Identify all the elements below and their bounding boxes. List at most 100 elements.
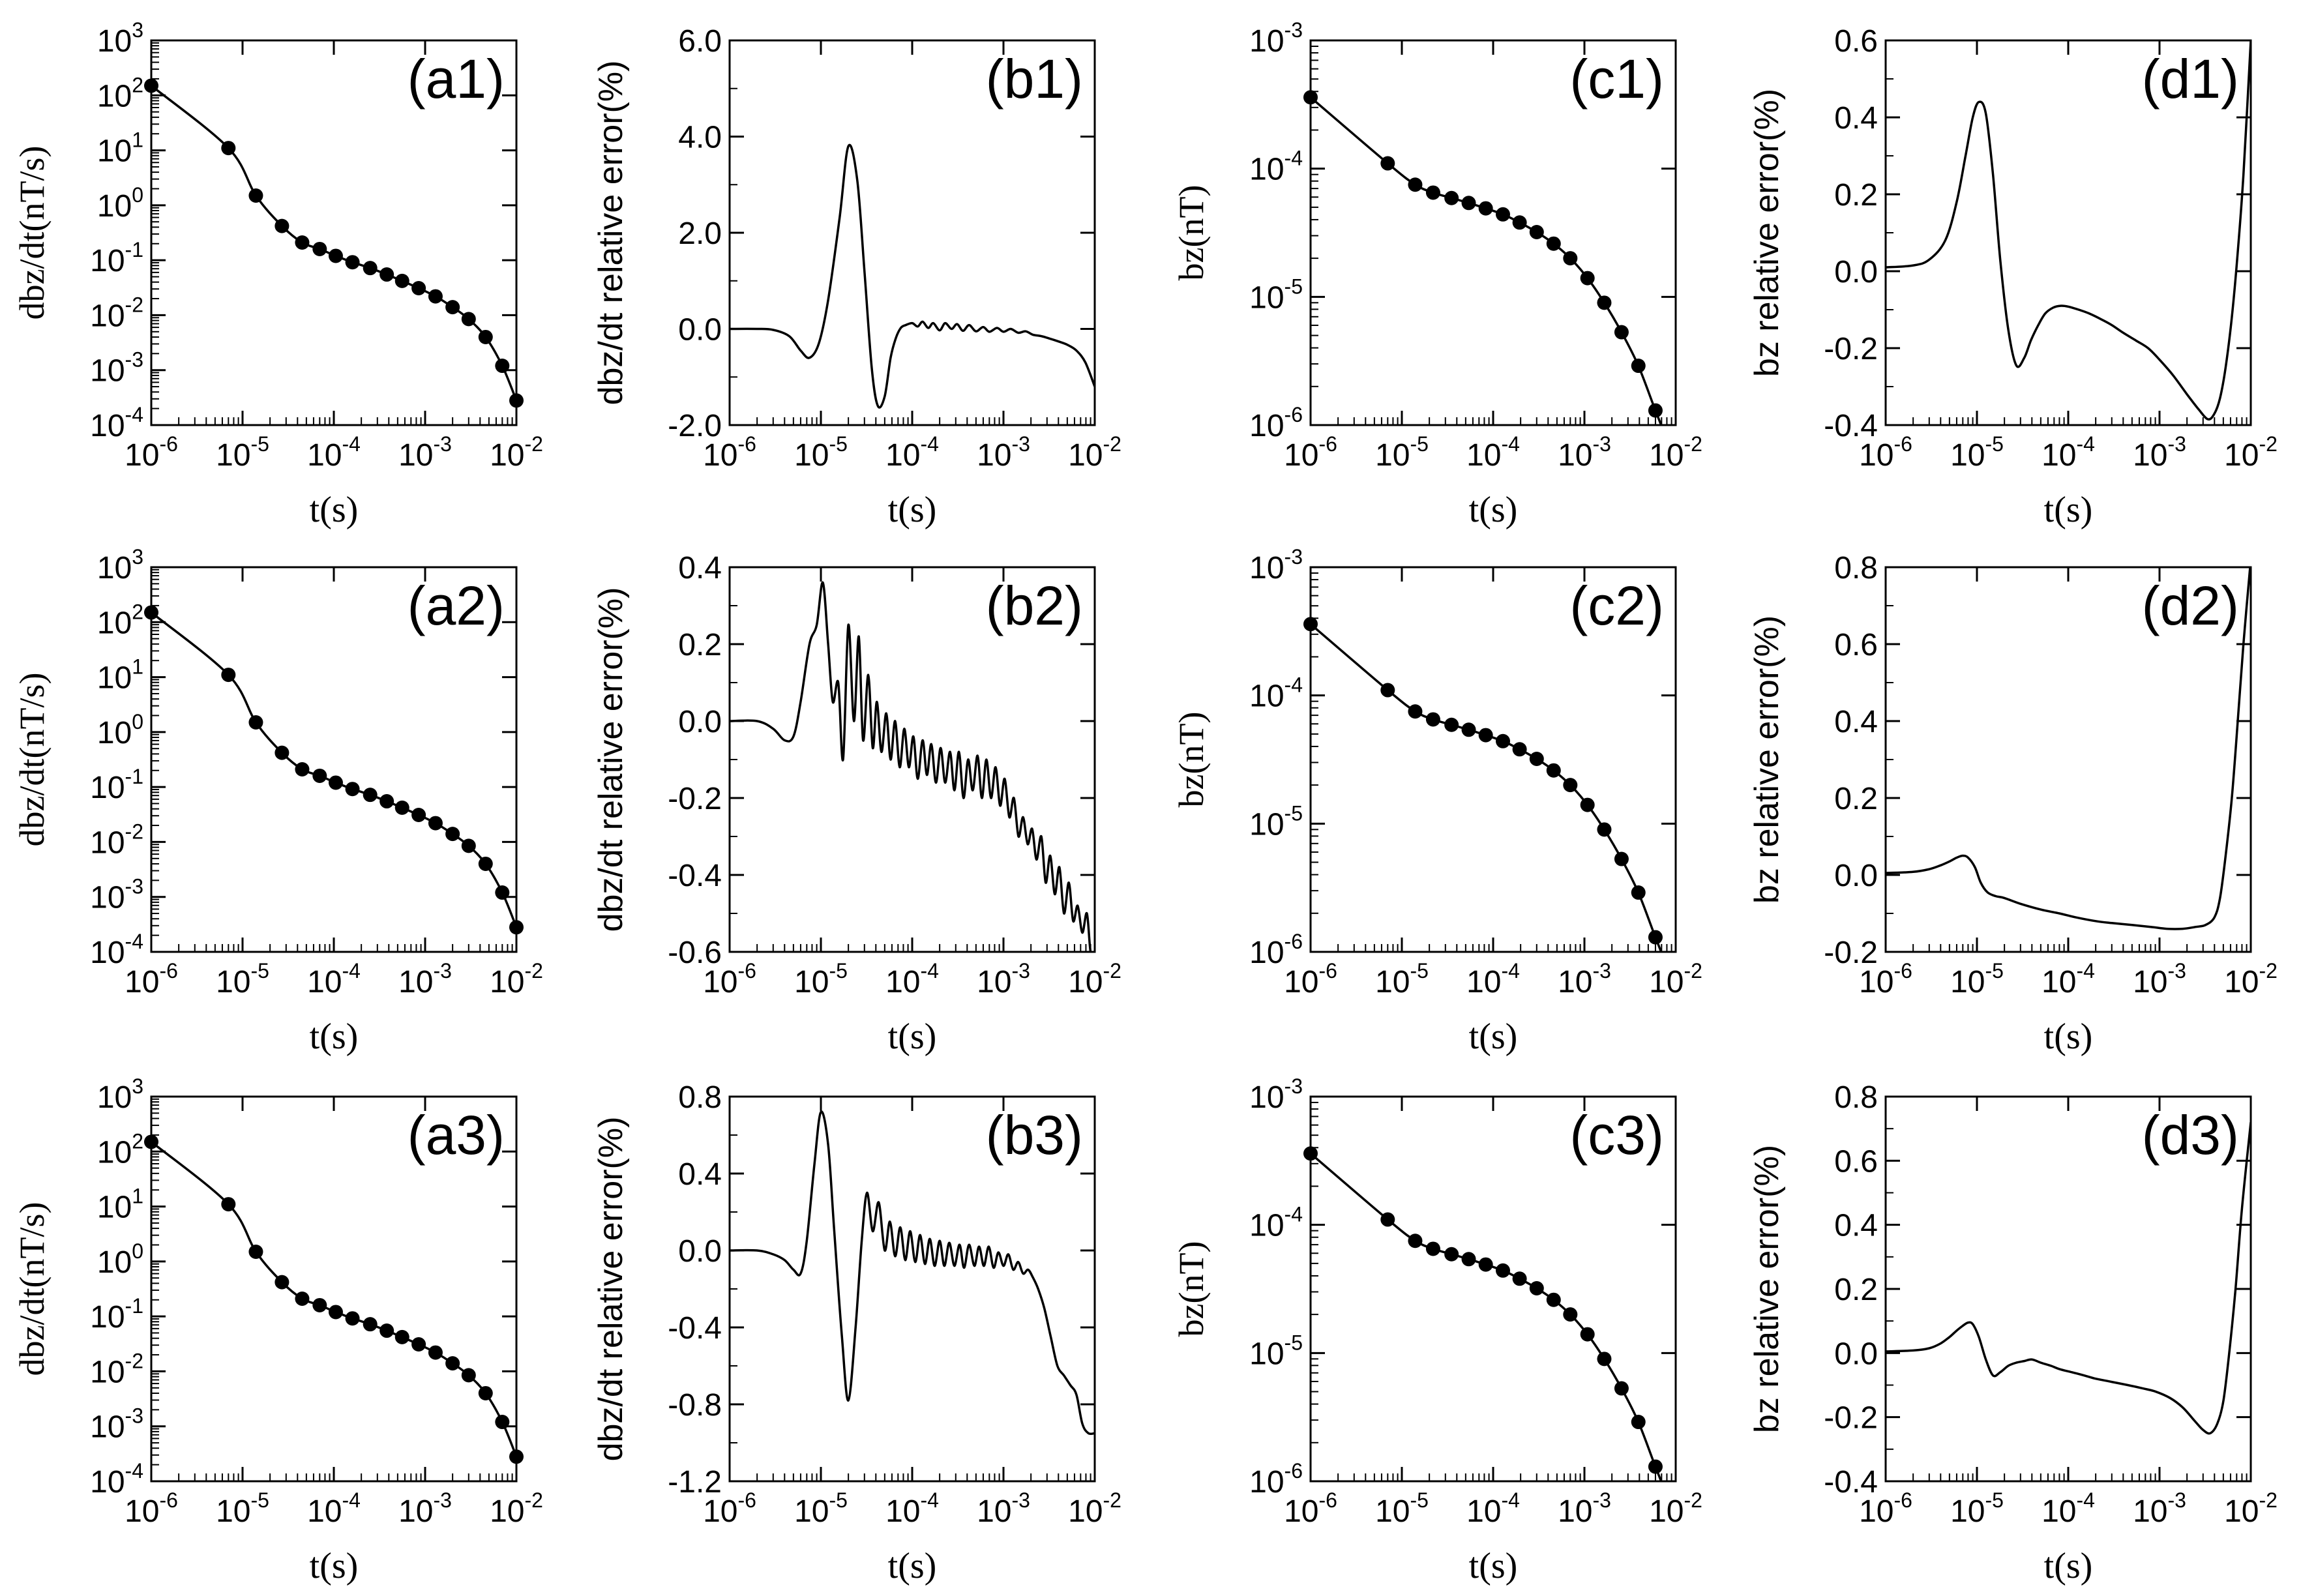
- y-axis-label: dbz/dt(nT/s): [12, 1202, 52, 1376]
- panel-title: (d2): [2142, 575, 2239, 636]
- data-point: [1461, 196, 1476, 211]
- data-point: [144, 605, 158, 620]
- data-point: [328, 1305, 343, 1320]
- y-tick-label: 10-3: [90, 1404, 143, 1445]
- y-tick-label: 10-6: [1249, 1459, 1303, 1500]
- x-axis-label: t(s): [888, 1546, 937, 1586]
- y-tick-label: 0.8: [678, 1080, 722, 1115]
- data-point: [1408, 177, 1423, 192]
- y-tick-label: 100: [97, 183, 143, 224]
- data-point: [1478, 1257, 1493, 1272]
- series-line: [1311, 1152, 1663, 1481]
- x-tick-label: 10-2: [2224, 959, 2278, 999]
- x-tick-label: 10-5: [1950, 1488, 2004, 1529]
- data-point: [221, 668, 236, 683]
- y-tick-label: 10-2: [90, 293, 143, 333]
- y-tick-label: -0.4: [668, 859, 722, 893]
- y-tick-label: -0.2: [1824, 1401, 1878, 1436]
- x-tick-label: 10-6: [125, 1488, 178, 1529]
- x-tick-label: 10-5: [216, 432, 269, 473]
- data-point: [428, 289, 443, 304]
- y-tick-label: 10-5: [1249, 1331, 1303, 1371]
- data-point: [495, 359, 510, 374]
- series-line: [151, 1141, 516, 1457]
- y-tick-label: 10-6: [1249, 930, 1303, 970]
- data-point: [1614, 1381, 1629, 1396]
- x-tick-label: 10-6: [1859, 1488, 1912, 1529]
- y-tick-label: 10-5: [1249, 274, 1303, 315]
- y-tick-label: 10-3: [90, 875, 143, 915]
- data-point: [345, 255, 360, 270]
- y-tick-label: -0.4: [668, 1311, 722, 1346]
- data-point: [509, 1449, 524, 1464]
- x-tick-label: 10-3: [977, 1488, 1030, 1529]
- data-point: [1425, 185, 1440, 200]
- y-axis-label: bz(nT): [1172, 712, 1211, 808]
- panel-title: (a1): [408, 48, 505, 110]
- panel-title: (a3): [408, 1104, 505, 1166]
- data-point: [1614, 325, 1629, 340]
- data-point: [144, 78, 158, 93]
- series-line: [1886, 40, 2251, 421]
- x-tick-label: 10-5: [1375, 1488, 1429, 1529]
- series-line: [730, 1110, 1095, 1436]
- y-tick-label: 103: [97, 545, 143, 585]
- y-tick-label: 0.0: [1834, 1337, 1878, 1371]
- y-tick-label: 10-3: [1249, 18, 1303, 59]
- panel-c2: 10-6 10-5 10-4 10-3 10-2 10-6 10-5 10-4 10-3 (c2)…: [1172, 545, 1702, 1057]
- y-tick-label: 103: [97, 1074, 143, 1115]
- y-tick-label: 102: [97, 73, 143, 113]
- y-tick-label: 0.0: [678, 1234, 722, 1269]
- data-point: [1512, 742, 1527, 757]
- data-point: [1648, 403, 1663, 418]
- data-point: [1580, 797, 1595, 812]
- data-point: [1496, 733, 1511, 748]
- y-tick-label: 10-4: [1249, 147, 1303, 187]
- panel-title: (b1): [986, 48, 1083, 110]
- y-tick-label: 6.0: [678, 24, 722, 59]
- data-point: [248, 188, 263, 203]
- y-tick-label: 10-2: [90, 1349, 143, 1389]
- data-point: [411, 808, 426, 823]
- x-tick-label: 10-2: [1068, 1488, 1121, 1529]
- x-tick-label: 10-6: [1284, 1488, 1337, 1529]
- data-point: [1303, 617, 1318, 632]
- y-tick-label: -0.2: [668, 782, 722, 816]
- data-point: [478, 329, 493, 344]
- x-tick-label: 10-3: [1558, 432, 1611, 473]
- x-tick-label: 10-3: [2133, 432, 2186, 473]
- data-point: [363, 788, 378, 803]
- data-point: [1631, 359, 1646, 374]
- data-point: [379, 267, 394, 282]
- data-point: [1597, 295, 1612, 310]
- y-tick-label: 4.0: [678, 121, 722, 155]
- x-tick-label: 10-5: [794, 959, 848, 999]
- panel-c1: 10-6 10-5 10-4 10-3 10-2 10-6 10-5 10-4 10-3 (c1)…: [1172, 18, 1702, 530]
- x-axis-label: t(s): [1469, 1016, 1518, 1057]
- y-tick-label: 0.8: [1834, 551, 1878, 585]
- y-tick-label: -2.0: [668, 409, 722, 443]
- data-point: [1614, 851, 1629, 866]
- data-point: [1461, 1252, 1476, 1267]
- x-tick-label: 10-6: [125, 959, 178, 999]
- data-point: [1478, 728, 1493, 743]
- panel-title: (b3): [986, 1104, 1083, 1166]
- data-point: [328, 248, 343, 263]
- data-point: [275, 1275, 290, 1290]
- series-line: [730, 143, 1095, 409]
- x-tick-label: 10-3: [977, 432, 1030, 473]
- data-point: [428, 816, 443, 831]
- y-tick-label: 102: [97, 1129, 143, 1170]
- y-tick-label: 10-4: [90, 930, 143, 970]
- x-tick-label: 10-3: [977, 959, 1030, 999]
- panel-title: (a2): [408, 575, 505, 636]
- x-tick-label: 10-6: [1284, 959, 1337, 999]
- x-tick-label: 10-4: [307, 959, 361, 999]
- y-tick-label: 101: [97, 1185, 143, 1225]
- data-point: [1546, 763, 1561, 778]
- data-point: [1380, 1212, 1395, 1227]
- y-tick-label: 0.2: [1834, 178, 1878, 213]
- data-point: [461, 838, 476, 853]
- x-tick-label: 10-6: [1859, 432, 1912, 473]
- panel-title: (d1): [2142, 48, 2239, 110]
